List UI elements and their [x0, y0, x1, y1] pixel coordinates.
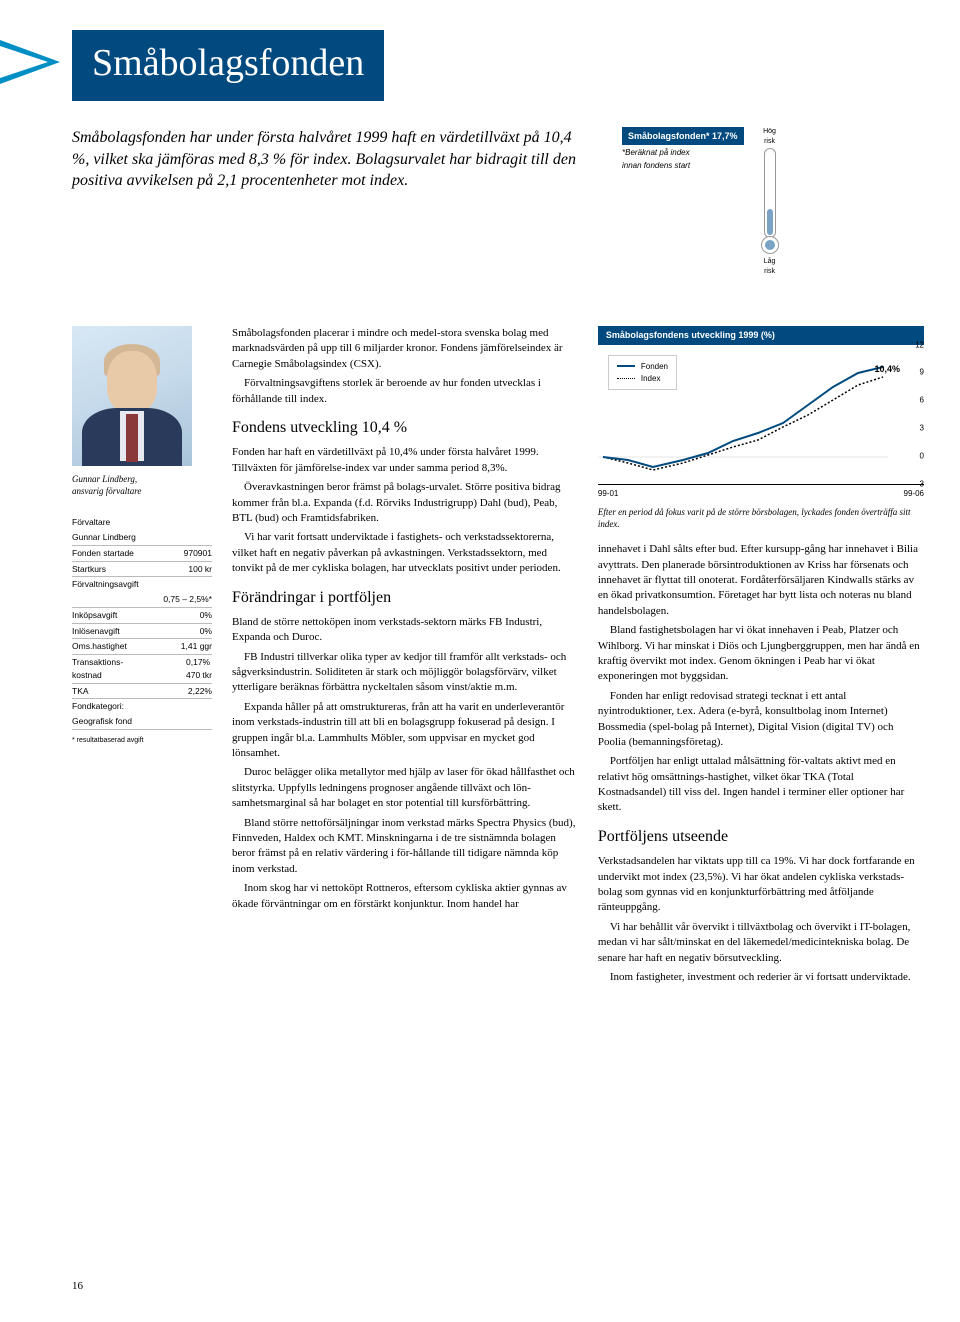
risk-flag: Småbolagsfonden* 17,7%: [622, 127, 744, 145]
body-text: Vi har behållit vår övervikt i tillväxtb…: [598, 920, 924, 966]
risk-thermometer: Hög risk Låg risk: [756, 127, 784, 276]
facts-footnote: * resultatbaserad avgift: [72, 736, 212, 745]
heading: Fondens utveckling 10,4 %: [232, 417, 578, 439]
body-text: Bland större nettoförsäljningar inom ver…: [232, 816, 578, 878]
decor-arrow-inner: [0, 46, 48, 78]
body-text: Inom fastigheter, investment och rederie…: [598, 970, 924, 985]
body-text: Överavkastningen beror främst på bolags-…: [232, 480, 578, 526]
page-title: Småbolagsfonden: [72, 30, 384, 101]
risk-footnote-2: innan fondens start: [622, 161, 744, 171]
body-text: FB Industri tillverkar olika typer av ke…: [232, 650, 578, 696]
body-text: Fonden har enligt redovisad strategi tec…: [598, 689, 924, 751]
body-text: Duroc belägger olika metallytor med hjäl…: [232, 765, 578, 811]
risk-footnote-1: *Beräknat på index: [622, 148, 744, 158]
performance-chart: Småbolagsfondens utveckling 1999 (%) Fon…: [598, 326, 924, 530]
body-text: Småbolagsfonden placerar i mindre och me…: [232, 326, 578, 372]
intro-paragraph: Småbolagsfonden har under första halvåre…: [72, 127, 582, 276]
risk-high-label: Hög risk: [763, 127, 776, 146]
body-text: Verkstadsandelen har viktats upp till ca…: [598, 854, 924, 916]
body-text: Portföljen har enligt uttalad målsättnin…: [598, 754, 924, 816]
chart-lines: [598, 345, 888, 485]
chart-xlabel-start: 99-01: [598, 488, 618, 499]
sidebar: Gunnar Lindberg, ansvarig förvaltare För…: [72, 326, 212, 989]
body-text: Förvaltningsavgiftens storlek är beroend…: [232, 376, 578, 407]
center-column: Småbolagsfonden placerar i mindre och me…: [232, 326, 578, 989]
body-text: Bland de större nettoköpen inom verkstad…: [232, 615, 578, 646]
heading: Förändringar i portföljen: [232, 587, 578, 609]
body-text: Expanda håller på att omstruktureras, fr…: [232, 700, 578, 762]
body-text: Inom skog har vi nettoköpt Rottneros, ef…: [232, 881, 578, 912]
risk-low-label: Låg risk: [764, 257, 776, 276]
manager-caption: Gunnar Lindberg, ansvarig förvaltare: [72, 474, 212, 497]
page-number: 16: [72, 1279, 83, 1294]
heading: Portföljens utseende: [598, 826, 924, 848]
body-text: Fonden har haft en värdetillväxt på 10,4…: [232, 445, 578, 476]
risk-indicator: Småbolagsfonden* 17,7% *Beräknat på inde…: [622, 127, 784, 276]
right-column: Småbolagsfondens utveckling 1999 (%) Fon…: [598, 326, 924, 989]
body-text: innehavet i Dahl sålts efter bud. Efter …: [598, 542, 924, 619]
fund-facts-table: Förvaltare Gunnar Lindberg Fonden starta…: [72, 515, 212, 730]
manager-photo: [72, 326, 192, 466]
body-text: Vi har varit fortsatt underviktade i fas…: [232, 530, 578, 576]
chart-xlabel-end: 99-06: [904, 488, 924, 499]
chart-caption: Efter en period då fokus varit på de stö…: [598, 507, 924, 530]
body-text: Bland fastighetsbolagen har vi ökat inne…: [598, 623, 924, 685]
chart-value-label: 10,4%: [874, 363, 900, 376]
chart-title: Småbolagsfondens utveckling 1999 (%): [598, 326, 924, 345]
